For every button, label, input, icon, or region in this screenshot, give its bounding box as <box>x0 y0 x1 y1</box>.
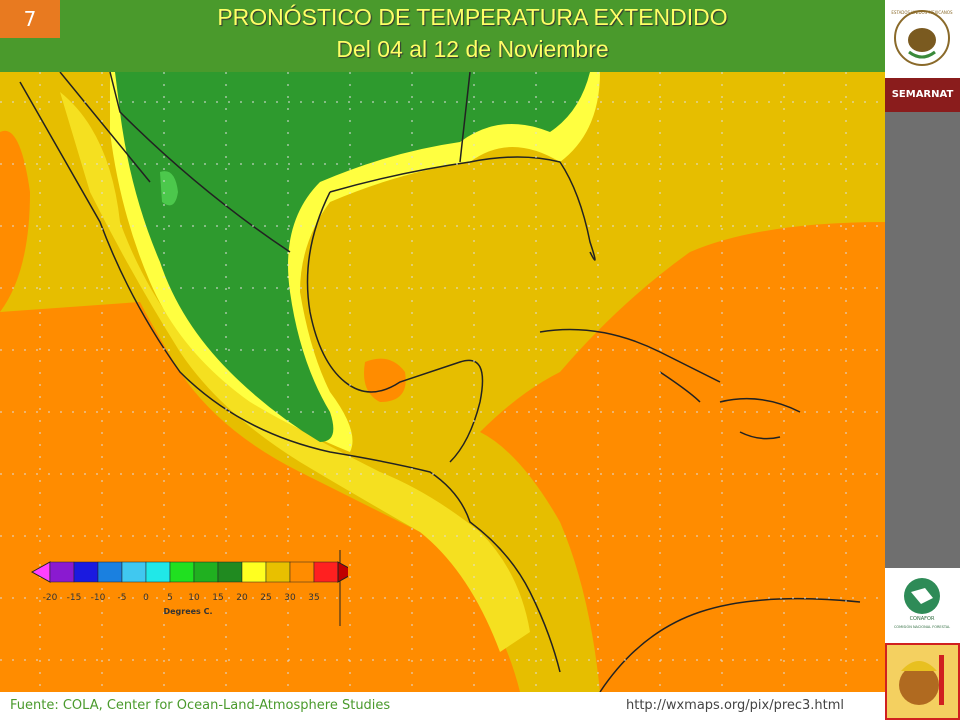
agency-band: SEMARNAT <box>885 78 960 112</box>
mascot-head <box>899 665 939 705</box>
legend-label: 0 <box>143 593 149 603</box>
conafor-full: COMISIÓN NACIONAL FORESTAL <box>894 624 950 629</box>
sidebar-gray <box>885 112 960 568</box>
legend-label: 15 <box>212 593 223 603</box>
legend-label: 10 <box>188 593 200 603</box>
seal-area: ESTADOS UNIDOS MEXICANOS <box>885 0 960 78</box>
graticule <box>0 72 885 692</box>
seal-text: ESTADOS UNIDOS MEXICANOS <box>891 10 953 15</box>
legend-label: 25 <box>260 593 271 603</box>
legend-label: 20 <box>236 593 248 603</box>
mascot-tool <box>939 655 944 705</box>
seal-ring <box>894 10 950 66</box>
legend-label: 5 <box>167 593 173 603</box>
legend-swatch <box>145 561 171 583</box>
temperature-map <box>0 72 885 692</box>
pacific-coast <box>19 81 561 673</box>
zone-orange-nw <box>0 130 30 312</box>
legend-label: 35 <box>308 593 319 603</box>
zone-lightgreen <box>160 171 178 206</box>
title: PRONÓSTICO DE TEMPERATURA EXTENDIDO <box>217 4 728 30</box>
legend-label: -20 <box>43 593 58 603</box>
legend-swatch <box>73 561 99 583</box>
conafor-icon: CONAFOR COMISIÓN NACIONAL FORESTAL <box>894 578 950 629</box>
borders <box>59 72 471 253</box>
legend-arrow-high <box>337 561 348 583</box>
legend-unit: Degrees C. <box>163 607 212 616</box>
header-bar <box>0 0 885 72</box>
footer-url: http://wxmaps.org/pix/prec3.html <box>626 698 845 713</box>
mascot-icon <box>899 655 944 705</box>
legend-label: -10 <box>91 593 106 603</box>
gulf-coast <box>306 191 484 463</box>
legend-label: -15 <box>67 593 82 603</box>
legend-swatch <box>289 561 315 583</box>
legend-swatch <box>241 561 267 583</box>
legend: Degrees C. -20 -15 -10 -5 0 5 10 15 20 25 30 35 <box>30 550 348 626</box>
legend-label: -5 <box>118 593 127 603</box>
hispaniola <box>719 397 801 440</box>
zone-green <box>115 72 590 442</box>
legend-swatch <box>193 561 219 583</box>
mascot-hat <box>901 661 937 671</box>
mascot <box>885 643 960 720</box>
legend-swatch <box>265 561 291 583</box>
legend-label: 30 <box>284 593 296 603</box>
cuba <box>539 328 721 403</box>
wreath <box>908 50 936 59</box>
legend-arrow-low <box>30 561 51 583</box>
subtitle: Del 04 al 12 de Noviembre <box>336 36 609 62</box>
slide-number: 7 <box>0 0 60 38</box>
conafor-logo: CONAFOR COMISIÓN NACIONAL FORESTAL <box>885 568 960 640</box>
eagle <box>908 28 936 52</box>
legend-swatch <box>169 561 195 583</box>
legend-swatch <box>217 561 243 583</box>
agency-name: SEMARNAT <box>891 89 954 100</box>
zone-yellow-coast <box>60 92 530 652</box>
legend-swatch <box>313 561 339 583</box>
conafor-label: CONAFOR <box>910 616 935 622</box>
legend-swatch <box>49 561 75 583</box>
south-america <box>599 597 861 692</box>
conafor-map <box>911 588 933 604</box>
coastlines <box>19 72 861 692</box>
us-gulf-coast <box>329 156 596 261</box>
legend-swatch <box>121 561 147 583</box>
footer-source: Fuente: COLA, Center for Ocean-Land-Atmo… <box>10 698 391 713</box>
legend-swatch <box>97 561 123 583</box>
seal: ESTADOS UNIDOS MEXICANOS <box>891 10 953 66</box>
